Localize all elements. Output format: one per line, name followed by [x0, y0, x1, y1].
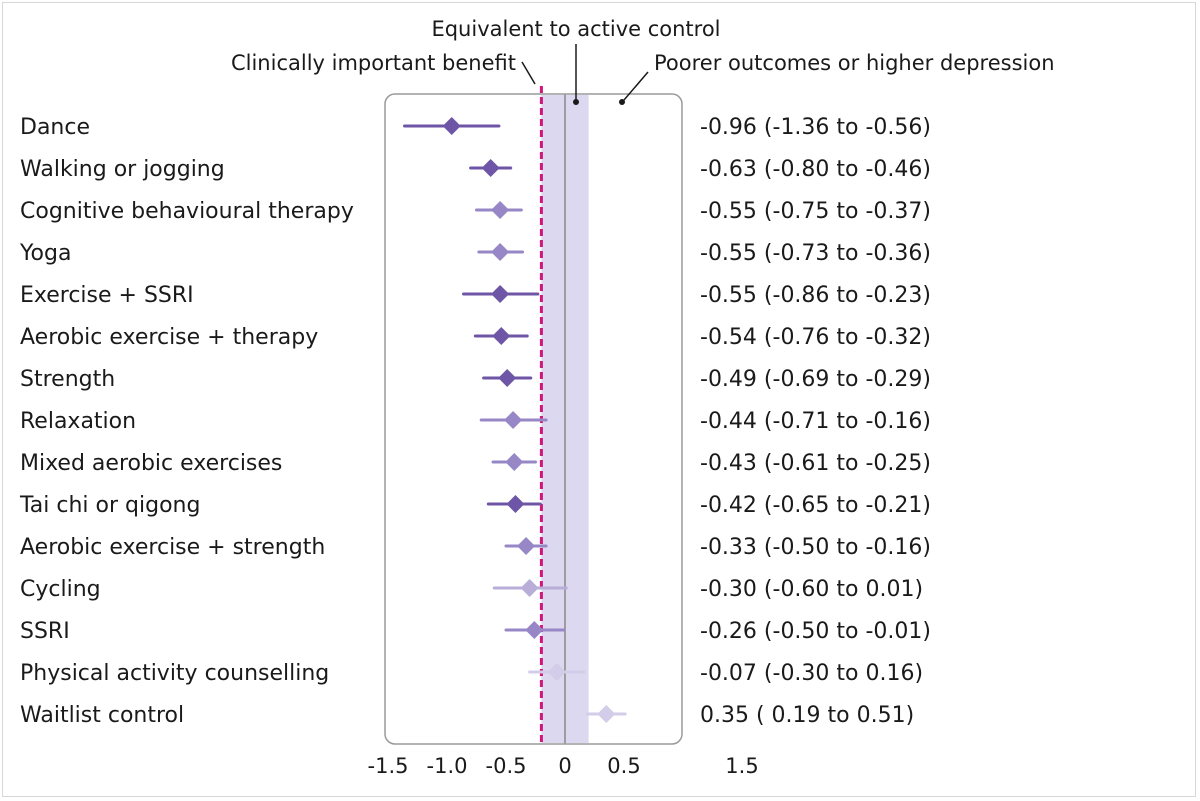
annotation-equivalent: Equivalent to active control	[431, 17, 720, 41]
row-value: 0.35 ( 0.19 to 0.51)	[700, 703, 914, 728]
row-value: -0.33 (-0.50 to -0.16)	[700, 535, 931, 560]
x-tick-label: -1.0	[427, 754, 468, 778]
point-estimate-diamond	[491, 285, 510, 303]
row-label: Mixed aerobic exercises	[20, 451, 282, 476]
row-label: Cognitive behavioural therapy	[20, 199, 354, 224]
row-value: -0.49 (-0.69 to -0.29)	[700, 367, 931, 392]
plot-panel-border	[384, 93, 683, 745]
x-tick-label: -1.5	[368, 754, 409, 778]
row-value: -0.07 (-0.30 to 0.16)	[700, 661, 923, 686]
point-estimate-diamond	[491, 201, 510, 219]
annotation-poorer: Poorer outcomes or higher depression	[654, 51, 1055, 75]
row-value: -0.42 (-0.65 to -0.21)	[700, 493, 931, 518]
row-label: Relaxation	[20, 409, 136, 434]
row-label: Dance	[20, 115, 90, 140]
point-estimate-diamond	[520, 579, 539, 597]
row-label: Waitlist control	[20, 703, 184, 728]
row-label: Tai chi or qigong	[19, 493, 200, 518]
row-label: Exercise + SSRI	[20, 283, 194, 308]
row-value: -0.63 (-0.80 to -0.46)	[700, 157, 931, 182]
row-value: -0.55 (-0.75 to -0.37)	[700, 199, 931, 224]
point-estimate-diamond	[491, 243, 510, 261]
point-estimate-diamond	[504, 411, 523, 429]
x-tick-label: 0.5	[607, 754, 640, 778]
row-label: Yoga	[19, 241, 71, 266]
x-tick-label: -0.5	[486, 754, 527, 778]
point-estimate-diamond	[481, 159, 500, 177]
x-tick-label: 1.5	[725, 754, 758, 778]
row-label: Walking or jogging	[20, 157, 225, 182]
point-estimate-diamond	[525, 621, 544, 639]
point-estimate-diamond	[492, 327, 511, 345]
row-value: -0.96 (-1.36 to -0.56)	[700, 115, 931, 140]
row-value: -0.26 (-0.50 to -0.01)	[700, 619, 931, 644]
row-value: -0.54 (-0.76 to -0.32)	[700, 325, 931, 350]
x-tick-label: 0	[558, 754, 571, 778]
point-estimate-diamond	[498, 369, 517, 387]
point-estimate-diamond	[505, 453, 524, 471]
annotation-clinical-leader	[521, 61, 536, 85]
row-label: Cycling	[20, 577, 101, 602]
row-label: Physical activity counselling	[20, 661, 329, 686]
point-estimate-diamond	[547, 663, 566, 681]
annotation-poorer-leader	[623, 71, 649, 101]
point-estimate-diamond	[506, 495, 525, 513]
annotation-equivalent-dot	[573, 99, 579, 105]
row-label: Aerobic exercise + therapy	[20, 325, 318, 350]
row-label: Aerobic exercise + strength	[20, 535, 325, 560]
point-estimate-diamond	[517, 537, 536, 555]
row-value: -0.55 (-0.86 to -0.23)	[700, 283, 931, 308]
row-value: -0.44 (-0.71 to -0.16)	[700, 409, 931, 434]
row-label: Strength	[20, 367, 115, 392]
point-estimate-diamond	[442, 117, 461, 135]
point-estimate-diamond	[597, 705, 616, 723]
row-value: -0.30 (-0.60 to 0.01)	[700, 577, 923, 602]
row-value: -0.43 (-0.61 to -0.25)	[700, 451, 931, 476]
row-value: -0.55 (-0.73 to -0.36)	[700, 241, 931, 266]
annotation-clinical: Clinically important benefit	[231, 51, 516, 75]
row-label: SSRI	[20, 619, 70, 644]
annotation-poorer-dot	[619, 99, 625, 105]
